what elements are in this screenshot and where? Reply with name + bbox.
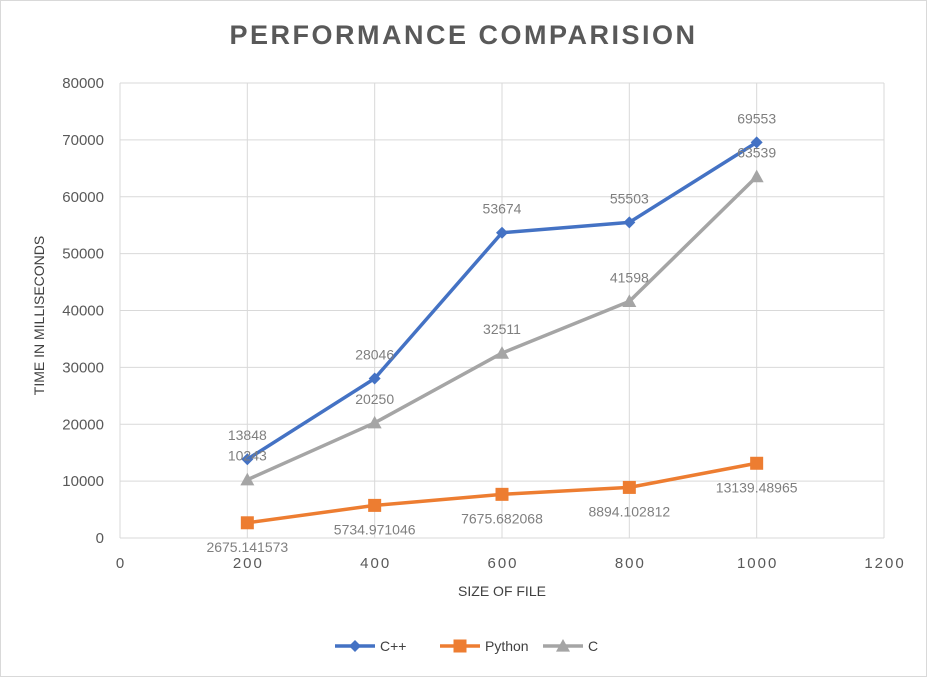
y-tick-label: 50000 [62, 246, 104, 263]
x-axis-label: SIZE OF FILE [458, 583, 546, 599]
data-point-cpp [496, 226, 508, 239]
data-label-cpp: 53674 [483, 201, 522, 217]
y-tick-label: 70000 [62, 132, 104, 149]
data-label-c: 32511 [483, 321, 521, 337]
data-point-python [750, 456, 764, 470]
legend-label-c: C [588, 638, 598, 654]
data-point-python [240, 516, 254, 530]
data-label-cpp: 13848 [228, 427, 267, 443]
chart-title: PERFORMANCE COMPARISION [229, 20, 698, 50]
data-label-python: 2675.141573 [206, 539, 288, 555]
x-tick-label: 1200 [864, 555, 905, 572]
data-label-cpp: 69553 [737, 110, 776, 126]
data-point-c [495, 346, 509, 359]
data-point-cpp [750, 136, 763, 149]
legend-marker-c [556, 639, 570, 652]
x-tick-label: 0 [116, 555, 126, 572]
y-tick-label: 0 [96, 530, 104, 547]
data-point-cpp [368, 372, 381, 385]
data-label-python: 5734.971046 [334, 521, 416, 537]
x-tick-label: 1000 [737, 555, 778, 572]
legend-label-python: Python [485, 638, 529, 654]
legend-marker-cpp [349, 640, 361, 652]
y-axis-label: TIME IN MILLISECONDS [31, 236, 47, 395]
y-tick-label: 20000 [62, 416, 104, 433]
data-point-c [749, 169, 764, 183]
data-label-python: 13139.48965 [716, 479, 798, 495]
legend-label-cpp: C++ [380, 638, 406, 654]
y-tick-label: 40000 [62, 303, 104, 320]
data-point-python [368, 498, 382, 512]
x-tick-label: 200 [233, 555, 264, 572]
data-point-c [240, 472, 255, 486]
data-point-cpp [623, 216, 636, 229]
y-tick-label: 60000 [62, 189, 104, 206]
data-point-cpp [241, 453, 254, 466]
data-label-c: 63539 [737, 145, 776, 161]
data-point-python [495, 487, 509, 501]
y-tick-label: 80000 [62, 75, 104, 92]
data-point-c [367, 415, 382, 429]
data-point-python [622, 480, 636, 494]
x-tick-label: 600 [487, 555, 518, 572]
data-label-python: 8894.102812 [588, 503, 670, 519]
x-tick-label: 400 [360, 555, 391, 572]
y-tick-label: 10000 [62, 473, 104, 490]
data-label-c: 41598 [610, 269, 649, 285]
legend-marker-python [453, 639, 467, 653]
data-label-cpp: 55503 [610, 190, 649, 206]
data-label-c: 10243 [228, 448, 267, 464]
data-label-python: 7675.682068 [461, 510, 543, 526]
y-tick-label: 30000 [62, 359, 104, 376]
data-label-cpp: 28046 [355, 346, 394, 362]
x-tick-label: 800 [615, 555, 646, 572]
data-point-c [622, 294, 637, 308]
data-label-c: 20250 [355, 391, 394, 407]
